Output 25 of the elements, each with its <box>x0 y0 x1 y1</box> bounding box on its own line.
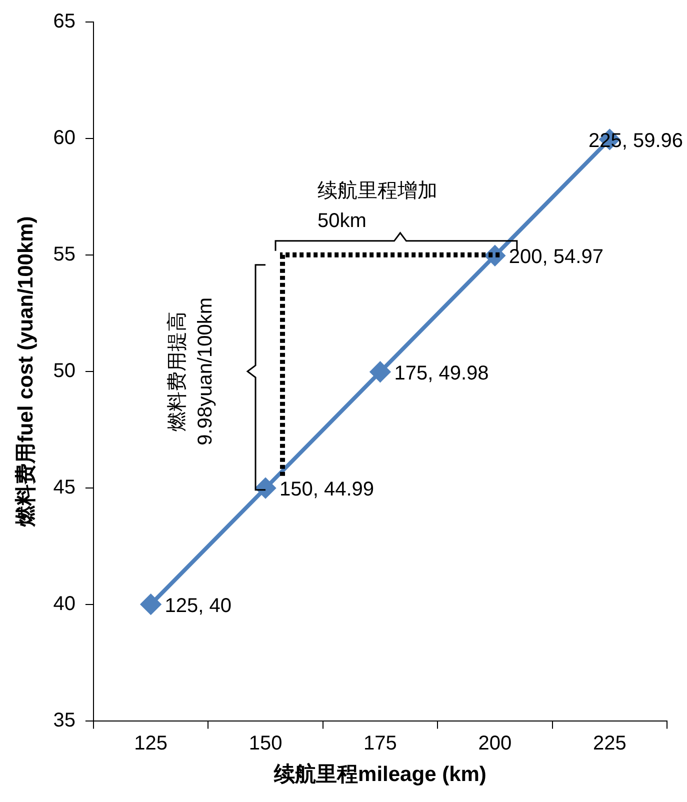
y-tick-label: 50 <box>53 360 76 382</box>
annotation: 续航里程增加 <box>318 180 438 202</box>
x-tick-label: 225 <box>592 732 626 754</box>
x-tick-label: 200 <box>478 732 512 754</box>
annotation: 9.98yuan/100km <box>194 297 217 446</box>
point <box>370 362 390 382</box>
x-tick-label: 150 <box>248 732 282 754</box>
y-axis-title: 燃料费用fuel cost (yuan/100km) <box>14 216 38 528</box>
point <box>256 478 276 498</box>
data-label: 200, 54.97 <box>508 246 604 268</box>
x-tick-label: 175 <box>364 732 397 754</box>
y-tick-label: 60 <box>53 126 76 149</box>
x-axis-title: 续航里程mileage (km) <box>273 762 486 786</box>
y-tick-label: 35 <box>53 709 76 732</box>
annotation: 燃料费用提高 <box>166 311 189 432</box>
data-label: 150, 44.99 <box>280 478 374 501</box>
data-label: 175, 49.98 <box>394 362 489 384</box>
y-tick-label: 65 <box>53 10 76 33</box>
annotation: 50km <box>318 210 366 232</box>
data-label: 125, 40 <box>164 594 232 617</box>
y-tick-label: 45 <box>53 476 76 498</box>
y-tick-label: 40 <box>53 592 76 615</box>
y-tick-label: 55 <box>53 243 76 266</box>
point <box>140 594 161 614</box>
x-tick-label: 125 <box>134 732 168 754</box>
